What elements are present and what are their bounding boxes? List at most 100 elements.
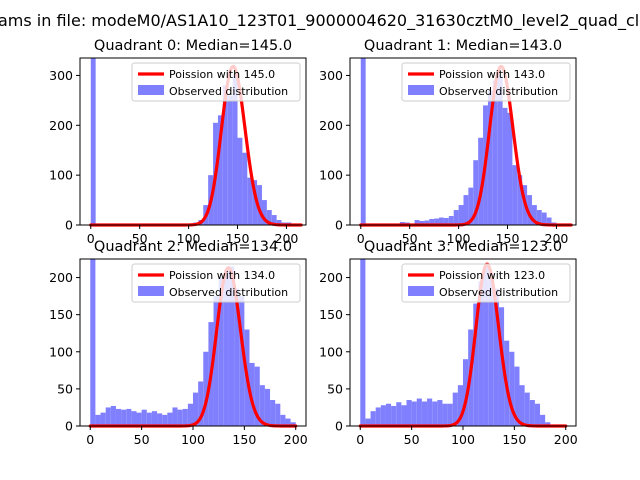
legend: Poission with 134.0 Observed distribution xyxy=(131,263,301,303)
panel-title: Quadrant 1: Median=143.0 xyxy=(364,38,562,54)
legend-histogram-swatch xyxy=(138,286,164,296)
y-tick-label: 0 xyxy=(65,218,73,233)
x-tick-label: 100 xyxy=(447,231,471,246)
histogram-bar xyxy=(157,413,163,426)
histogram-bar xyxy=(406,400,412,426)
histogram-bar xyxy=(375,407,381,426)
histogram-bar xyxy=(223,270,229,426)
legend-histogram-label: Observed distribution xyxy=(439,85,558,98)
x-tick-label: 50 xyxy=(404,432,420,447)
histogram-bar xyxy=(187,403,193,426)
histogram-bar xyxy=(443,218,449,225)
legend-histogram-label: Observed distribution xyxy=(169,286,288,299)
histogram-bar xyxy=(447,403,453,426)
histogram-bars xyxy=(90,259,296,426)
y-tick-label: 50 xyxy=(327,381,343,396)
histogram-bar xyxy=(463,195,469,225)
histogram-bar xyxy=(448,216,454,225)
histogram-bar xyxy=(473,303,479,426)
histogram-bar xyxy=(509,351,515,426)
histogram-bar xyxy=(198,381,204,426)
histogram-bar xyxy=(492,80,498,226)
histogram-bar xyxy=(131,411,137,426)
y-tick-label: 0 xyxy=(335,419,343,434)
histogram-bar xyxy=(257,185,262,225)
histogram-bar xyxy=(242,152,248,225)
x-tick-label: 150 xyxy=(502,432,526,447)
panel-title: Quadrant 3: Median=123.0 xyxy=(364,239,562,255)
legend-histogram-label: Observed distribution xyxy=(439,286,558,299)
histogram-bar xyxy=(146,412,152,426)
histogram-bar xyxy=(531,205,537,225)
histogram-bar xyxy=(232,75,238,226)
histogram-bar xyxy=(276,220,282,225)
x-tick-label: 150 xyxy=(226,231,250,246)
histogram-bar xyxy=(478,281,484,426)
legend-box xyxy=(401,263,571,303)
histogram-bar xyxy=(498,307,505,426)
y-tick-label: 200 xyxy=(319,118,343,133)
histogram-bar xyxy=(249,362,255,426)
histogram-bar xyxy=(252,180,258,225)
histogram-bar xyxy=(468,187,474,225)
y-tick-label: 50 xyxy=(57,381,73,396)
histogram-bar xyxy=(360,259,366,426)
histogram-bar xyxy=(151,411,158,426)
histogram-bar xyxy=(541,212,547,225)
histogram-bar xyxy=(360,58,366,225)
y-tick-label: 300 xyxy=(319,68,343,83)
histogram-bar xyxy=(121,409,127,426)
y-tick-label: 200 xyxy=(319,270,343,285)
legend-box xyxy=(401,62,571,102)
histogram-bar xyxy=(452,392,458,426)
histogram-bar xyxy=(167,412,173,426)
legend-histogram-swatch xyxy=(408,85,434,95)
histogram-bar xyxy=(218,277,224,426)
histogram-bar xyxy=(380,405,386,426)
histogram-bar xyxy=(546,217,552,225)
histogram-bar xyxy=(493,288,499,426)
histogram-bar xyxy=(434,218,440,225)
histogram-bar xyxy=(463,359,469,426)
histogram-bar xyxy=(483,266,489,426)
histogram-bar xyxy=(237,137,243,225)
histogram-bar xyxy=(497,75,503,226)
y-tick-label: 150 xyxy=(49,307,73,322)
histogram-bar xyxy=(247,177,253,225)
quadrant-panels: 0 50 100 150 200 0 100 200 300 Quadrant 0: Median… xyxy=(49,38,578,447)
histogram-bar xyxy=(427,398,433,426)
histogram-bar xyxy=(126,408,132,426)
histogram-bar xyxy=(227,95,233,225)
histogram-bars xyxy=(360,259,556,426)
histogram-bar xyxy=(285,418,291,426)
legend-poisson-label: Poission with 145.0 xyxy=(169,68,275,81)
histogram-bar xyxy=(401,405,407,426)
x-tick-label: 50 xyxy=(402,231,418,246)
panel-title: Quadrant 2: Median=134.0 xyxy=(94,239,292,255)
histogram-bar xyxy=(105,407,111,426)
y-tick-label: 300 xyxy=(49,68,73,83)
legend: Poission with 145.0 Observed distribution xyxy=(131,62,301,102)
histogram-bar xyxy=(488,273,494,426)
histogram-bar xyxy=(442,403,448,426)
histogram-bar xyxy=(487,90,493,225)
histogram-bar xyxy=(517,175,523,225)
histogram-bar xyxy=(213,296,219,426)
x-tick-label: 50 xyxy=(134,432,150,447)
legend-poisson-label: Poission with 143.0 xyxy=(439,68,545,81)
histogram-bar xyxy=(453,210,459,225)
y-tick-label: 150 xyxy=(319,307,343,322)
histogram-bar xyxy=(275,403,281,426)
y-tick-label: 100 xyxy=(49,344,73,359)
histogram-bar xyxy=(385,403,392,426)
figure-suptitle: Histograms in file: modeM0/AS1A10_123T01… xyxy=(0,11,640,31)
histogram-bar xyxy=(514,366,520,426)
histogram-bar xyxy=(411,401,417,426)
histogram-bar xyxy=(290,422,296,426)
histogram-bar xyxy=(437,400,443,426)
histogram-bar xyxy=(507,112,513,225)
x-tick-label: 0 xyxy=(86,432,94,447)
histogram-bar xyxy=(270,400,276,426)
x-tick-label: 50 xyxy=(132,231,148,246)
histogram-bar xyxy=(234,288,240,426)
